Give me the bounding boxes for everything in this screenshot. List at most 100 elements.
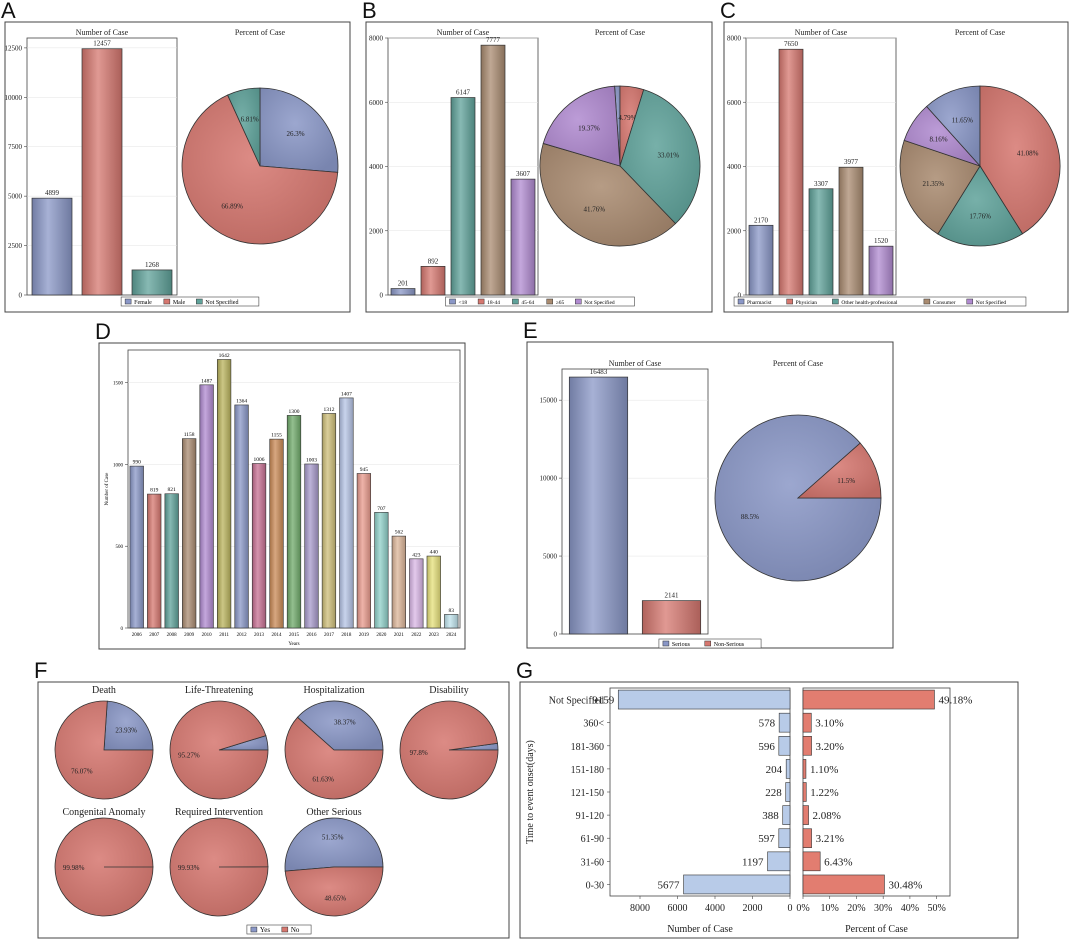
panel-a-ytick-label-3: 7500	[8, 143, 23, 151]
panel-f-pie-6-slice-0	[284, 817, 384, 872]
panel-b-legend-box	[445, 296, 635, 307]
panel-d-bar-value-7: 1006	[254, 457, 265, 463]
panel-g-left-xlabel: Number of Case	[667, 924, 733, 935]
panel-f-pie-5-slice-1	[169, 817, 269, 917]
panel-g-percent-label-1: 3.10%	[815, 718, 843, 730]
panel-b-legend-label-3: ≥65	[556, 300, 565, 306]
panel-c-bar-2	[808, 188, 834, 296]
panel-g-count-label-6: 597	[758, 833, 775, 845]
panel-d-xtick-label-12: 2018	[341, 633, 352, 638]
panel-d-xtick-label-8: 2014	[272, 633, 283, 638]
panel-c-legend-swatch-4	[966, 298, 974, 305]
panel-f-pie-6-slice-1	[284, 866, 384, 917]
panel-c-legend-swatch-1	[786, 298, 793, 305]
panel-a: A Number of Case Percent of Case 0 2500 5000 7…	[1, 0, 351, 313]
panel-d-bar-value-3: 1158	[184, 432, 195, 438]
panel-e-legend-swatch-0	[662, 640, 670, 647]
panel-c-bar-value-1: 7650	[784, 40, 799, 48]
panel-a-bar-value-2: 1268	[145, 261, 160, 269]
panel-b-ytick-label-2: 4000	[369, 163, 384, 171]
panel-g-count-label-2: 596	[758, 741, 775, 753]
panel-a-bar-value-0: 4899	[45, 189, 60, 197]
panel-g-count-bar-5	[782, 805, 791, 825]
panel-f-pie-title-5: Required Intervention	[175, 807, 263, 818]
panel-e-ytick-label-1: 5000	[543, 553, 558, 561]
panel-g-percent-bar-8	[802, 874, 885, 895]
panel-d-bar-8	[269, 438, 284, 629]
panel-f-pie-2-slice-label-1: 61.63%	[312, 775, 334, 783]
panel-g-left-xtick-label-4: 0	[788, 903, 793, 914]
panel-b-bar-2	[450, 97, 476, 296]
panel-d-bar-13	[356, 473, 372, 629]
panel-e-plot-frame	[561, 368, 709, 635]
panel-b-ytick-label-4: 8000	[369, 35, 384, 43]
panel-c-ytick-label-0: 0	[738, 292, 742, 300]
panel-b-legend-swatch-3	[546, 298, 553, 305]
panel-g-right-xtick-label-2: 20%	[847, 903, 865, 914]
panel-f-pie-title-2: Hospitalization	[303, 685, 364, 696]
panel-f-pie-title-4: Congenital Anomaly	[62, 807, 145, 818]
panel-g-percent-bar-6	[802, 828, 812, 848]
panel-g-percent-bar-4	[802, 782, 807, 802]
panel-a-legend-swatch-1	[163, 298, 171, 305]
panel-d-bar-14	[374, 512, 389, 629]
panel-f: F Death 23.93% 76.07% Life-Threatening 95.27%…	[34, 658, 510, 939]
panel-g-count-bar-2	[778, 736, 791, 756]
panel-g-right-xtick-label-4: 40%	[901, 903, 919, 914]
panel-c: C Number of Case Percent of Case 0 2000 4000 6…	[720, 0, 1069, 313]
panel-label-g: G	[516, 658, 533, 683]
panel-g-percent-label-8: 30.48%	[888, 879, 922, 891]
panel-g-count-bar-1	[778, 712, 791, 733]
panel-g-count-label-1: 578	[759, 718, 776, 730]
panel-f-pie-3-slice-label-1: 97.8%	[410, 749, 428, 757]
panel-c-ytick-label-3: 6000	[727, 99, 742, 107]
panel-e-bar-value-0: 16483	[590, 368, 608, 376]
panel-label-b: B	[362, 0, 377, 23]
panel-g-count-label-5: 388	[762, 810, 779, 822]
panel-a-legend-label-1: Male	[173, 300, 186, 306]
panel-d-bar-17	[426, 555, 441, 629]
panel-b-legend-swatch-4	[575, 298, 582, 305]
panel-b-legend-label-2: 45-64	[521, 300, 534, 306]
panel-d-bar-value-18: 83	[449, 608, 455, 614]
panel-c-bar-value-3: 3977	[844, 158, 859, 166]
panel-d-bar-value-15: 562	[395, 530, 404, 536]
panel-c-pie-slice-2	[937, 165, 1024, 247]
panel-d-bar-5	[216, 359, 232, 629]
panel-d-xtick-label-4: 2010	[202, 633, 213, 638]
panel-e-pie-title: Percent of Case	[773, 359, 824, 368]
panel-d-bar-12	[339, 397, 354, 629]
panel-g-frame	[519, 681, 1019, 939]
panel-c-legend-swatch-0	[737, 298, 745, 305]
panel-d-xtick-label-7: 2013	[254, 633, 265, 638]
panel-b-bar-1	[420, 265, 446, 296]
panel-d-bar-2	[164, 493, 179, 629]
panel-c-legend-label-4: Not Specified	[976, 299, 1007, 306]
panel-e-ytick-label-3: 15000	[540, 397, 558, 405]
panel-f-pie-title-3: Disability	[429, 685, 468, 696]
panel-f-pie-3-slice-1	[399, 700, 499, 800]
panel-b-bar-value-4: 3607	[516, 170, 531, 178]
panel-d-bar-4	[199, 384, 214, 629]
panel-a-bar-1	[81, 48, 123, 296]
panel-g-category-5: 91-120	[576, 811, 604, 822]
panel-e-pie-slice-label-1: 11.5%	[837, 477, 855, 485]
panel-d-xtick-label-5: 2011	[219, 633, 229, 638]
panel-b-pie-slice-4	[542, 85, 621, 167]
panel-d-xtick-label-15: 2021	[394, 633, 405, 638]
panel-b-bar-title: Number of Case	[437, 28, 490, 37]
panel-b-bar-3	[480, 44, 506, 296]
panel-d-bar-7	[251, 463, 267, 629]
panel-d-bar-value-8: 1155	[271, 433, 282, 439]
panel-g-percent-bar-7	[802, 851, 821, 872]
panel-c-legend-label-1: Physician	[796, 300, 818, 306]
panel-c-pie-slice-label-4: 8.16%	[930, 136, 948, 144]
panel-c-pie-slice-label-2: 17.76%	[969, 213, 991, 221]
panel-a-legend-label-0: Female	[134, 300, 152, 306]
panel-c-bar-1	[778, 48, 804, 296]
panel-c-pie-slice-4	[903, 105, 982, 167]
panel-g-percent-label-2: 3.20%	[816, 741, 844, 753]
panel-g-category-0: Not Specified	[549, 696, 604, 707]
panel-b-legend-swatch-2	[512, 298, 519, 305]
panel-g-category-8: 0-30	[586, 880, 604, 891]
